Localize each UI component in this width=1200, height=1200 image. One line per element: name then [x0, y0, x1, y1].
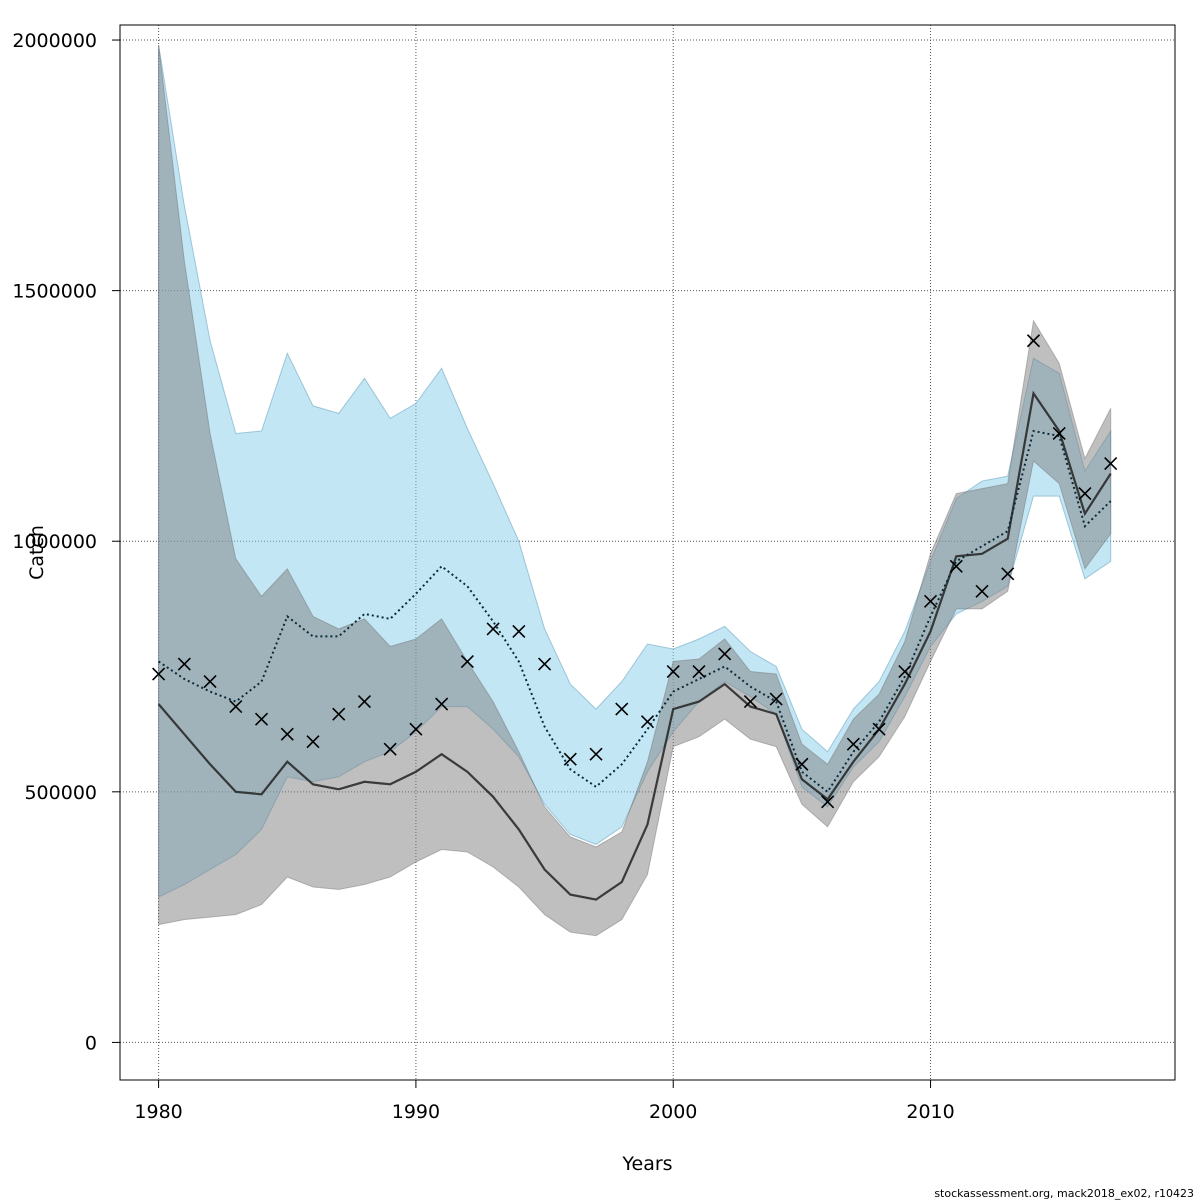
- observed-point: [332, 707, 346, 721]
- observed-point: [409, 722, 423, 736]
- observed-point: [538, 657, 552, 671]
- y-tick-label: 1500000: [12, 281, 97, 303]
- observed-point: [718, 647, 732, 661]
- observed-point: [203, 674, 217, 689]
- observed-point: [254, 712, 269, 726]
- observed-point: [615, 702, 629, 716]
- observed-point: [1052, 426, 1066, 441]
- observed-points: [152, 334, 1118, 809]
- y-tick-label: 1000000: [12, 531, 97, 553]
- x-axis-title: Years: [621, 1153, 672, 1175]
- x-tick-label: 2000: [649, 1101, 697, 1123]
- observed-point: [1026, 334, 1041, 348]
- observed-point: [949, 559, 963, 573]
- axes: 1980 1990 2000 2010 0 500000 1000000 1500000 200…: [12, 30, 954, 1123]
- observed-point: [306, 735, 320, 749]
- observed-point: [177, 657, 191, 671]
- observed-point: [640, 715, 655, 729]
- observed-point: [589, 747, 603, 761]
- observed-point: [152, 667, 166, 681]
- series-line-dotted: [158, 429, 1112, 794]
- observed-point: [923, 594, 938, 608]
- observed-point: [795, 757, 809, 771]
- observed-point: [460, 654, 474, 669]
- observed-point: [512, 624, 526, 639]
- y-tick-label: 2000000: [12, 30, 97, 52]
- observed-point: [975, 584, 989, 598]
- x-tick-label: 2010: [906, 1101, 954, 1123]
- observed-point: [383, 742, 397, 756]
- observed-point: [1078, 487, 1092, 501]
- observed-point: [1001, 567, 1015, 581]
- confidence-bands: [158, 44, 1112, 937]
- observed-point: [898, 664, 912, 679]
- observed-point: [280, 727, 294, 741]
- footer-credit: stockassessment.org, mack2018_ex02, r104…: [934, 1187, 1194, 1200]
- observed-point: [769, 692, 783, 706]
- observed-point: [229, 700, 243, 714]
- observed-point: [666, 664, 680, 679]
- observed-point: [872, 722, 886, 736]
- observed-point: [435, 697, 449, 711]
- x-tick-label: 1980: [134, 1101, 182, 1123]
- observed-point: [1104, 456, 1118, 471]
- x-tick-label: 1990: [392, 1101, 440, 1123]
- y-axis-title: Catch: [26, 525, 48, 580]
- observed-point: [486, 622, 500, 636]
- observed-point: [692, 664, 706, 679]
- series-line-solid: [157, 390, 1112, 901]
- confidence-band-solid-series: [158, 44, 1112, 937]
- observed-point: [846, 737, 860, 751]
- observed-point: [563, 752, 577, 766]
- observed-point: [821, 795, 835, 809]
- observed-point: [357, 695, 372, 709]
- y-tick-label: 0: [85, 1032, 97, 1054]
- y-tick-label: 500000: [24, 782, 97, 804]
- series-lines: [157, 390, 1112, 901]
- observed-point: [743, 695, 757, 709]
